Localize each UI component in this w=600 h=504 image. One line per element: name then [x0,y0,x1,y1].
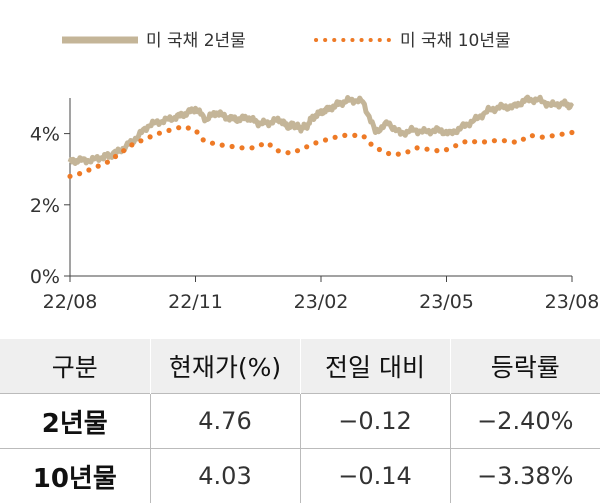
series-point-10y [520,136,527,142]
series-point-10y [147,134,153,140]
series-point-10y [424,146,430,152]
series-point-10y [249,145,255,151]
series-point-10y [414,145,420,151]
series-point-10y [501,138,507,144]
series-point-10y [491,138,497,144]
series-point-10y [129,142,135,148]
table-header-row: 구분 현재가(%) 전일 대비 등락률 [0,339,600,394]
col-header-change: 전일 대비 [300,339,451,394]
series-point-10y [376,146,382,153]
series-point-10y [67,173,73,179]
series-point-10y [77,171,83,177]
x-ticks: 22/08 22/11 23/02 23/05 23/08 [43,276,600,313]
series-point-10y [121,148,127,154]
series-point-10y [112,153,119,160]
y-tick-label: 0% [30,266,60,288]
series-point-10y [239,145,245,151]
series-point-10y [481,139,488,145]
series-point-10y [294,148,301,154]
change-cell: −0.12 [300,393,451,449]
x-tick-label: 22/11 [168,291,223,313]
series-point-10y [395,151,401,157]
legend-label-10y: 미 국채 10년물 [400,31,511,51]
series-point-10y [434,148,440,154]
table-row: 2년물 4.76 −0.12 −2.40% [0,393,600,449]
price-cell: 4.03 [150,448,301,503]
row-label: 10년물 [0,448,151,503]
series-point-10y [453,143,459,149]
legend: 미 국채 2년물 미 국채 10년물 [62,31,511,51]
series-point-10y [86,167,92,173]
table-row: 10년물 4.03 −0.14 −3.38% [0,448,600,503]
series-point-10y [194,129,200,135]
series-point-10y [549,133,555,139]
series-point-10y [156,130,162,136]
series-point-10y [176,125,182,131]
series-point-10y [275,148,281,154]
series-point-10y [511,139,517,145]
x-tick-label: 23/02 [294,291,349,313]
series-point-10y [258,142,264,148]
series-point-10y [405,149,411,155]
series-point-10y [332,134,338,140]
series-point-10y [569,129,575,136]
series-point-10y [229,143,235,150]
x-tick-label: 23/05 [419,291,474,313]
legend-label-2y: 미 국채 2년물 [146,31,246,51]
yield-summary-table: 구분 현재가(%) 전일 대비 등락률 2년물 4.76 −0.12 −2.40… [0,339,600,503]
y-tick-label: 2% [30,195,60,217]
col-header-price: 현재가(%) [150,339,301,394]
series-point-10y [138,138,144,144]
series-point-10y [322,137,329,143]
series-layer [67,94,575,179]
y-ticks: 0% 2% 4% [30,124,70,288]
series-point-10y [462,139,468,145]
series-point-10y [219,142,225,148]
series-point-10y [539,134,545,140]
change-cell: −0.14 [300,448,451,503]
rate-cell: −3.38% [450,448,600,503]
col-header-category: 구분 [0,339,151,394]
series-point-10y [285,150,291,156]
series-point-10y [304,144,310,150]
series-point-10y [443,147,450,153]
price-cell: 4.76 [150,393,301,449]
series-point-10y [342,132,348,138]
series-point-10y [352,132,358,138]
series-point-10y [559,131,565,137]
series-point-10y [200,137,206,143]
series-point-10y [386,150,392,157]
series-point-10y [368,141,374,147]
series-point-10y [267,142,273,148]
x-tick-label: 22/08 [43,291,98,313]
series-point-10y [185,125,191,131]
row-label: 2년물 [0,393,151,449]
series-point-10y [472,139,478,145]
rate-cell: −2.40% [450,393,600,449]
yield-chart: 미 국채 2년물 미 국채 10년물 0% 2% 4% 22/08 22/11 23/0… [30,31,600,313]
series-point-10y [209,140,216,146]
series-line-2y [67,94,575,166]
series-point-10y [166,127,172,133]
series-point-10y [361,134,367,140]
x-tick-label: 23/08 [545,291,600,313]
series-point-10y [529,133,536,139]
y-tick-label: 4% [30,124,60,146]
col-header-rate: 등락률 [450,339,600,394]
series-point-10y [313,140,319,146]
series-point-10y [95,163,101,169]
series-point-10y [104,159,110,165]
